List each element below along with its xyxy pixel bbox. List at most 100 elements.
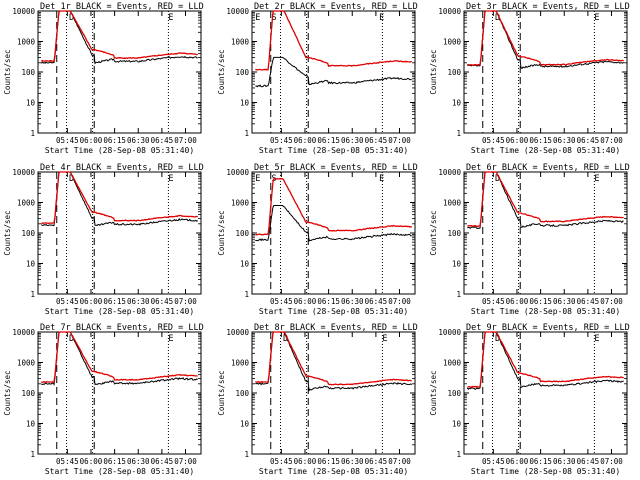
x-tick-label: 06:00 [294, 457, 317, 466]
lld-series-line [41, 10, 198, 62]
x-tick-label: 06:00 [80, 297, 103, 306]
x-tick-label: 06:15 [103, 297, 126, 306]
x-tick-label: 06:00 [506, 136, 529, 145]
lld-series-line [41, 171, 199, 225]
marker-letter: E [379, 174, 384, 184]
y-tick-label: 10 [452, 99, 462, 108]
marker-letter: E [168, 334, 173, 344]
y-tick-label: 1 [456, 129, 461, 138]
y-tick-label: 1 [456, 450, 461, 459]
panel-8: Det_8r BLACK = Events, RED = LLD 1 10 100 10… [217, 323, 418, 476]
x-axis-label: Start Time (28-Sep-08 05:31:40) [471, 467, 620, 476]
panel-title: Det_8r BLACK = Events, RED = LLD [254, 323, 418, 333]
y-tick-label: 10000 [226, 168, 249, 177]
y-tick-label: 10 [26, 99, 36, 108]
x-axis-label: Start Time (28-Sep-08 05:31:40) [45, 307, 194, 316]
panel-title: Det_2r BLACK = Events, RED = LLD [254, 2, 418, 12]
y-tick-label: 10000 [438, 7, 461, 16]
y-tick-label: 10000 [438, 168, 461, 177]
x-tick-label: 07:00 [174, 297, 197, 306]
x-axis-label: Start Time (28-Sep-08 05:31:40) [259, 467, 408, 476]
x-tick-label: 06:00 [294, 297, 317, 306]
plot-frame [463, 10, 628, 134]
x-tick-label: 06:15 [317, 136, 340, 145]
x-tick-label: 06:45 [577, 136, 600, 145]
x-tick-label: 07:00 [600, 457, 623, 466]
x-tick-label: 06:30 [341, 457, 364, 466]
y-tick-label: 1 [30, 290, 35, 299]
x-tick-label: 06:45 [151, 297, 174, 306]
y-tick-label: 10000 [438, 328, 461, 337]
lld-series-line [255, 178, 413, 236]
x-tick-label: 06:45 [365, 297, 388, 306]
y-tick-label: 10 [240, 99, 250, 108]
y-tick-label: 10000 [226, 328, 249, 337]
y-tick-label: 1000 [231, 38, 250, 47]
plot-frame [37, 331, 202, 455]
marker-letter: E [255, 13, 260, 23]
marker-letter: S [272, 13, 277, 23]
panel-title: Det_1r BLACK = Events, RED = LLD [40, 2, 204, 12]
x-tick-label: 07:00 [388, 136, 411, 145]
marker-letter: E [168, 13, 173, 23]
y-tick-label: 1000 [443, 359, 462, 368]
plot-frame [463, 171, 628, 295]
x-tick-label: 07:00 [388, 297, 411, 306]
x-tick-label: 06:30 [553, 136, 576, 145]
y-tick-label: 10 [452, 420, 462, 429]
x-axis-label: Start Time (28-Sep-08 05:31:40) [259, 307, 408, 316]
x-tick-label: 05:45 [270, 136, 293, 145]
y-tick-label: 100 [447, 389, 461, 398]
panel-7: Det_7r BLACK = Events, RED = LLD 1 10 100 10… [3, 323, 204, 476]
marker-letter: D [69, 334, 74, 344]
y-tick-label: 1000 [231, 359, 250, 368]
y-tick-label: 1000 [17, 38, 36, 47]
marker-letter: D [69, 174, 74, 184]
y-axis-label: Counts/sec [429, 49, 438, 94]
x-axis-label: Start Time (28-Sep-08 05:31:40) [471, 146, 620, 155]
marker-letter: E [594, 334, 599, 344]
events-series-line [41, 171, 198, 227]
y-tick-label: 100 [447, 229, 461, 238]
y-tick-label: 1000 [443, 199, 462, 208]
panel-4: Det_4r BLACK = Events, RED = LLD 1 10 100 10… [3, 163, 204, 316]
y-tick-label: 10 [240, 420, 250, 429]
x-tick-label: 06:00 [80, 457, 103, 466]
panel-2: Det_2r BLACK = Events, RED = LLD 1 10 100 10… [217, 2, 418, 155]
events-series-line [40, 10, 198, 65]
x-tick-label: 06:15 [529, 136, 552, 145]
marker-letter: E [594, 174, 599, 184]
events-series-line [41, 331, 198, 386]
plot-frame [37, 10, 202, 134]
panel-5: Det_5r BLACK = Events, RED = LLD 1 10 100 10… [217, 163, 418, 316]
y-tick-label: 1000 [231, 199, 250, 208]
panel-title: Det_9r BLACK = Events, RED = LLD [466, 323, 630, 333]
x-tick-label: 06:00 [506, 457, 529, 466]
panel-title: Det_3r BLACK = Events, RED = LLD [466, 2, 630, 12]
x-tick-label: 06:45 [365, 136, 388, 145]
x-axis-label: Start Time (28-Sep-08 05:31:40) [45, 146, 194, 155]
y-tick-label: 10 [452, 260, 462, 269]
panel-title: Det_6r BLACK = Events, RED = LLD [466, 163, 630, 173]
y-tick-label: 100 [21, 389, 35, 398]
y-axis-label: Counts/sec [429, 210, 438, 255]
x-axis-label: Start Time (28-Sep-08 05:31:40) [259, 146, 408, 155]
plot-frame [251, 10, 416, 134]
panel-title: Det_5r BLACK = Events, RED = LLD [254, 163, 418, 173]
y-tick-label: 1 [456, 290, 461, 299]
y-axis-label: Counts/sec [3, 210, 12, 255]
x-tick-label: 06:45 [577, 457, 600, 466]
x-tick-label: 07:00 [600, 297, 623, 306]
marker-letter: E [382, 334, 387, 344]
marker-letter: E [594, 13, 599, 23]
marker-letter: E [255, 174, 260, 184]
y-tick-label: 10000 [226, 7, 249, 16]
y-axis-label: Counts/sec [429, 370, 438, 415]
x-axis-label: Start Time (28-Sep-08 05:31:40) [45, 467, 194, 476]
x-tick-label: 06:45 [151, 457, 174, 466]
y-axis-label: Counts/sec [217, 210, 226, 255]
x-tick-label: 05:45 [56, 297, 79, 306]
x-tick-label: 06:15 [317, 457, 340, 466]
plot-frame [37, 171, 202, 295]
